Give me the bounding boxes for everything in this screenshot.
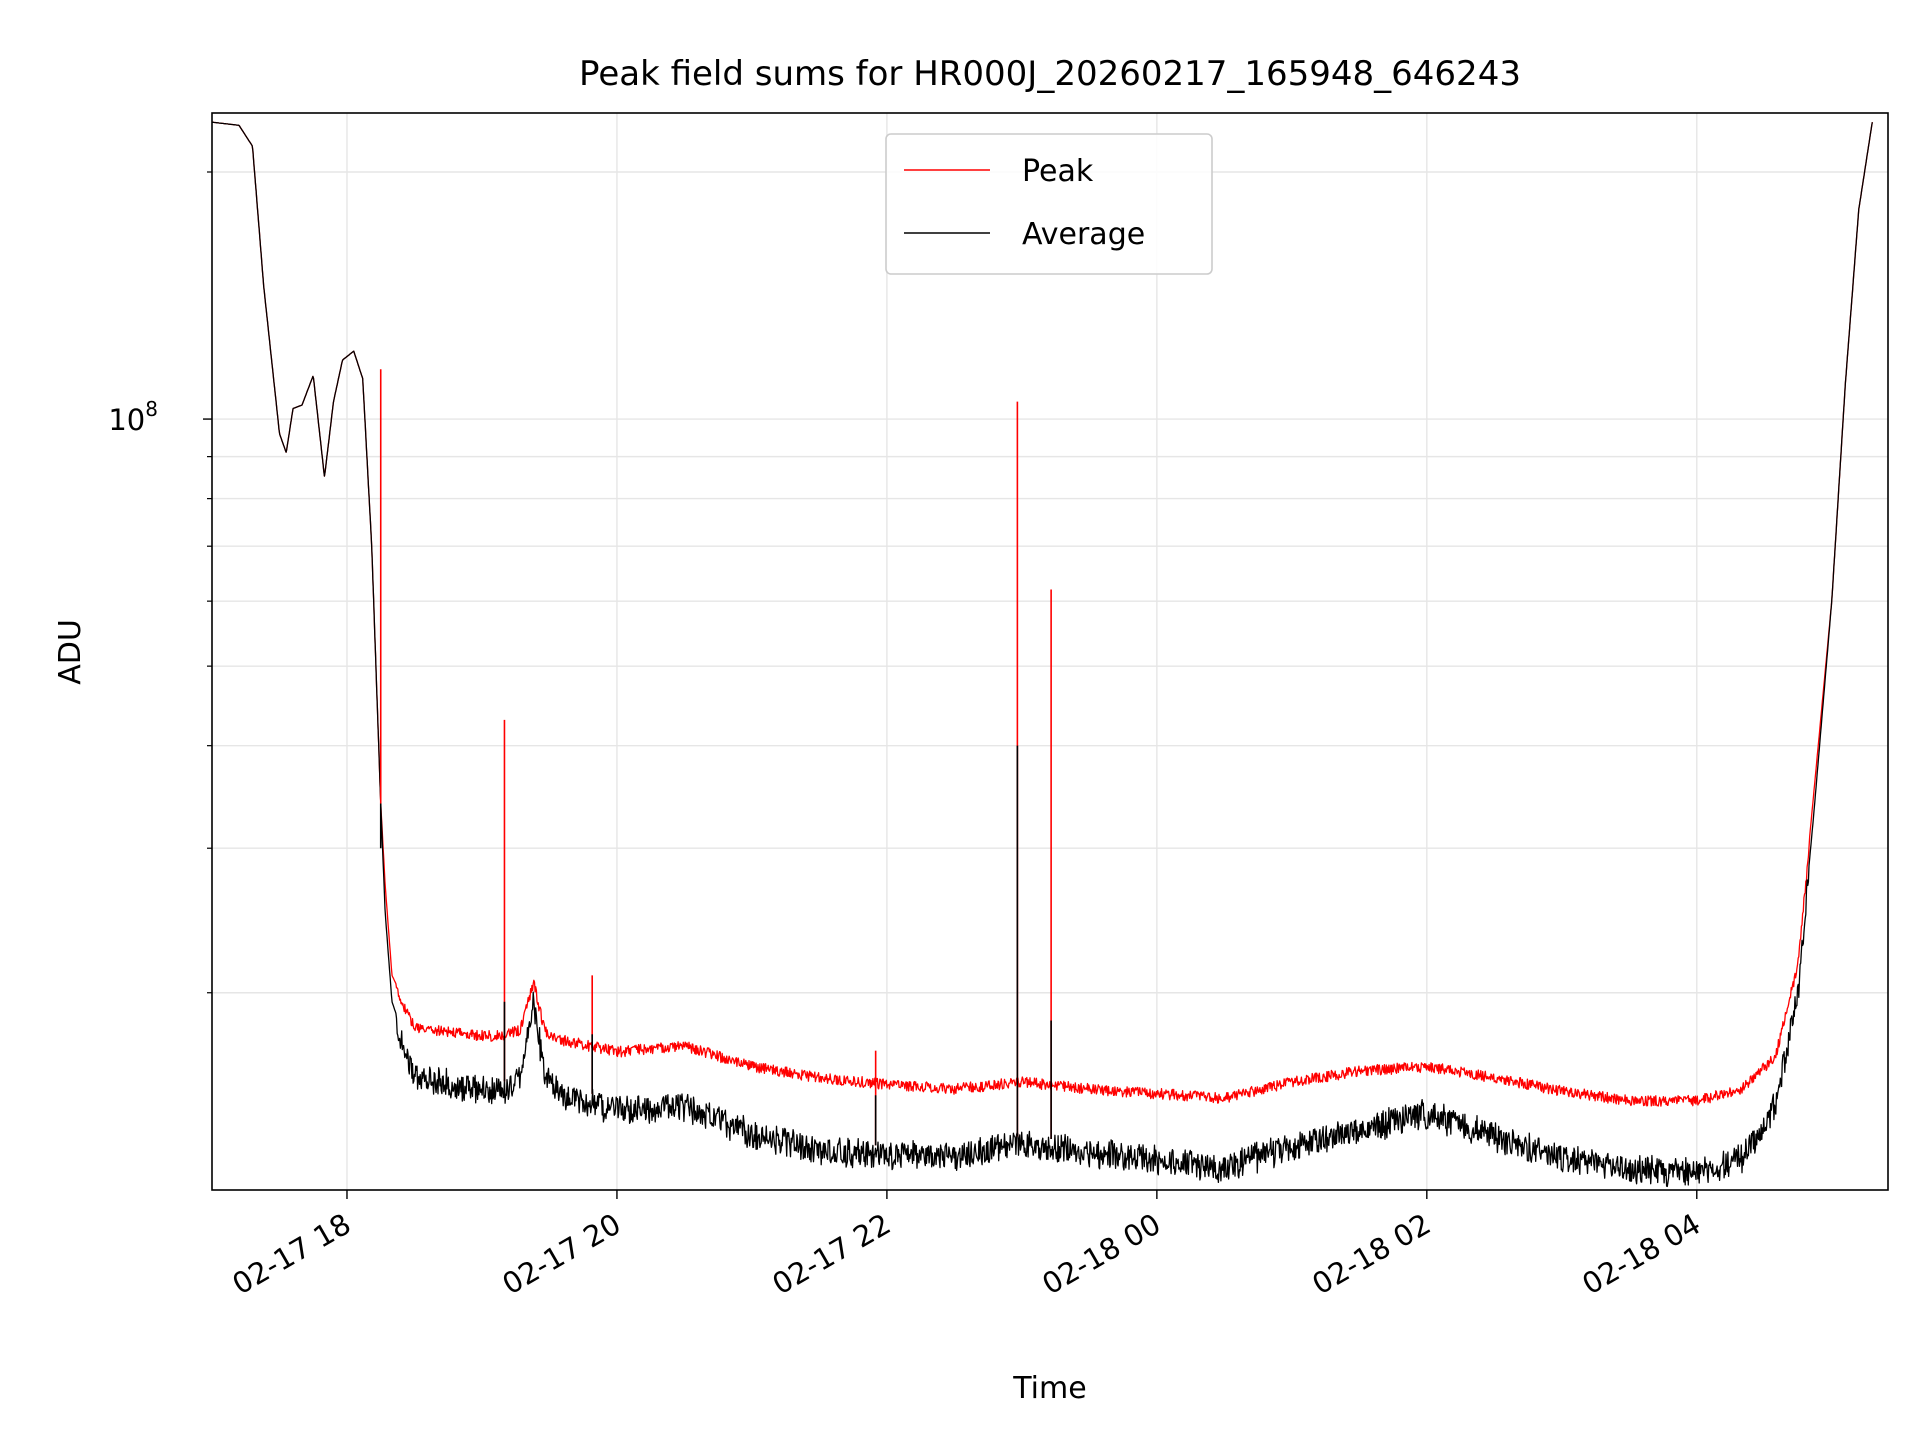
x-tick-label: 02-17 20 — [497, 1207, 627, 1302]
axes: 02-17 18 02-17 20 02-17 22 02-18 00 02-18 02… — [108, 171, 1706, 1302]
y-axis-label: ADU — [53, 619, 88, 685]
legend: Peak Average — [885, 133, 1213, 275]
x-tick-label: 02-17 22 — [766, 1207, 896, 1302]
plot-series — [211, 121, 1873, 1188]
legend-label-average: Average — [1022, 217, 1145, 252]
series-line-average — [211, 121, 1873, 1188]
x-tick-label: 02-17 18 — [227, 1207, 357, 1302]
plot-frame — [211, 112, 1889, 1191]
x-tick-label: 02-18 00 — [1036, 1207, 1166, 1302]
legend-box — [885, 133, 1213, 275]
x-tick-label: 02-18 04 — [1576, 1207, 1706, 1302]
grid-lines — [212, 113, 1888, 1190]
x-tick-label: 02-18 02 — [1306, 1207, 1436, 1302]
chart-title: Peak field sums for HR000J_20260217_1659… — [579, 54, 1521, 94]
y-tick-label: 108 — [108, 397, 158, 437]
series-line-peak — [211, 121, 1873, 1107]
legend-label-peak: Peak — [1022, 154, 1094, 189]
x-axis-label: Time — [1012, 1371, 1086, 1406]
